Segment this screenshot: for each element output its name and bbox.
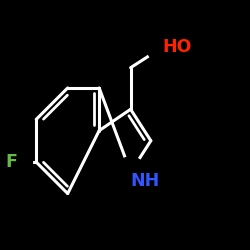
Text: F: F <box>5 153 17 171</box>
Circle shape <box>2 147 32 177</box>
Circle shape <box>115 157 146 188</box>
Circle shape <box>147 32 177 63</box>
Text: NH: NH <box>130 172 160 190</box>
Text: HO: HO <box>162 38 192 56</box>
